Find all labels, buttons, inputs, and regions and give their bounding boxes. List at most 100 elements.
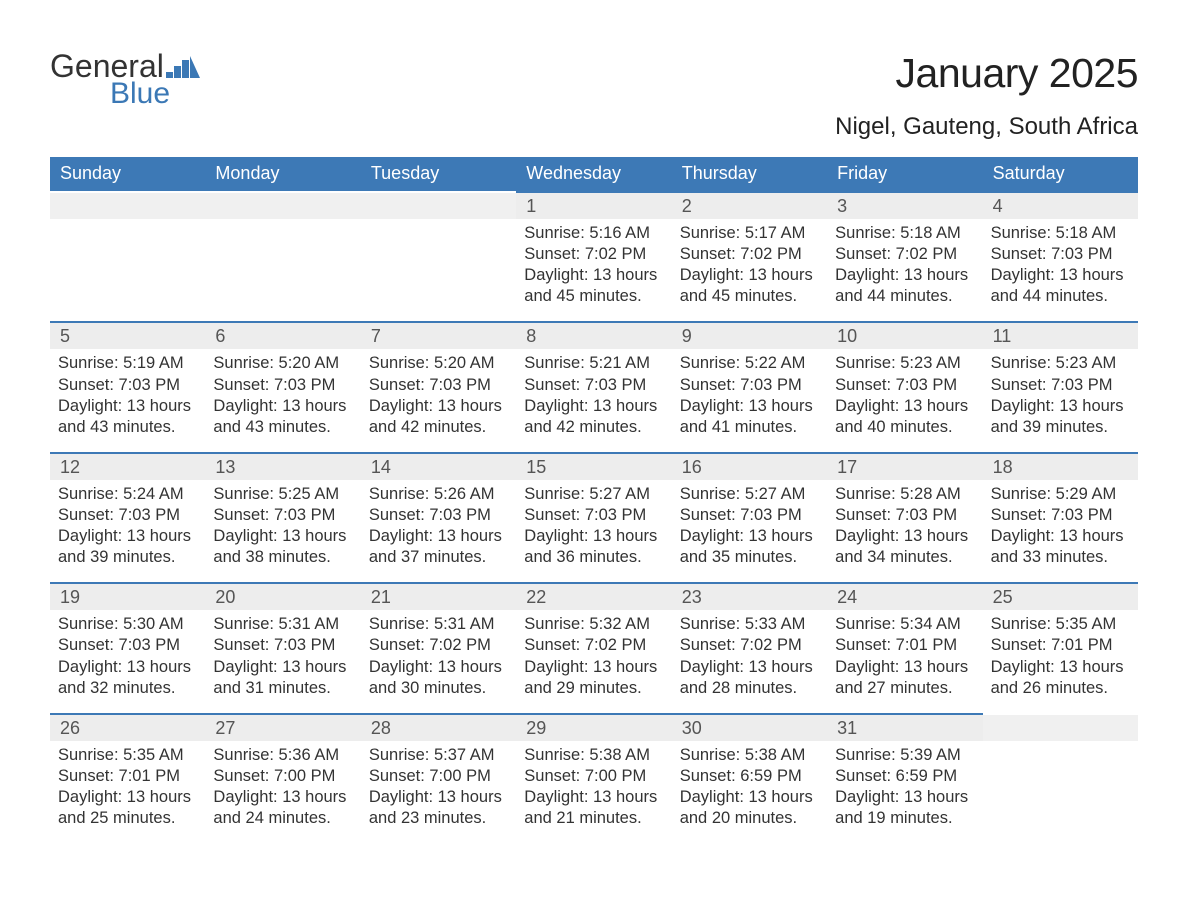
sunrise-line: Sunrise: 5:16 AM [524, 223, 663, 244]
location-subtitle: Nigel, Gauteng, South Africa [835, 113, 1138, 141]
day-number: 24 [827, 582, 982, 610]
day-number: 22 [516, 582, 671, 610]
calendar-cell: 24Sunrise: 5:34 AMSunset: 7:01 PMDayligh… [827, 582, 982, 712]
sunrise-line: Sunrise: 5:19 AM [58, 353, 197, 374]
sunset-line: Sunset: 7:00 PM [369, 766, 508, 787]
day-details: Sunrise: 5:24 AMSunset: 7:03 PMDaylight:… [50, 480, 205, 568]
sunset-line: Sunset: 7:03 PM [991, 244, 1130, 265]
day-details: Sunrise: 5:27 AMSunset: 7:03 PMDaylight:… [516, 480, 671, 568]
day-details: Sunrise: 5:31 AMSunset: 7:03 PMDaylight:… [205, 610, 360, 698]
sunset-line: Sunset: 7:02 PM [524, 244, 663, 265]
sunset-line: Sunset: 7:03 PM [991, 505, 1130, 526]
calendar-cell: 27Sunrise: 5:36 AMSunset: 7:00 PMDayligh… [205, 713, 360, 843]
sunrise-line: Sunrise: 5:20 AM [369, 353, 508, 374]
calendar-cell: 11Sunrise: 5:23 AMSunset: 7:03 PMDayligh… [983, 321, 1138, 451]
daylight-line: Daylight: 13 hours and 20 minutes. [680, 787, 819, 829]
daylight-line: Daylight: 13 hours and 42 minutes. [524, 396, 663, 438]
calendar-cell: 8 Sunrise: 5:21 AMSunset: 7:03 PMDaylight… [516, 321, 671, 451]
calendar-grid: SundayMondayTuesdayWednesdayThursdayFrid… [50, 157, 1138, 843]
day-number: 21 [361, 582, 516, 610]
sunrise-line: Sunrise: 5:24 AM [58, 484, 197, 505]
dow-header: Saturday [983, 157, 1138, 191]
calendar-cell: 3Sunrise: 5:18 AMSunset: 7:02 PMDaylight… [827, 191, 982, 321]
sunrise-line: Sunrise: 5:36 AM [213, 745, 352, 766]
sunset-line: Sunset: 7:03 PM [213, 505, 352, 526]
day-number: 30 [672, 713, 827, 741]
sunset-line: Sunset: 7:02 PM [524, 635, 663, 656]
sunset-line: Sunset: 7:00 PM [213, 766, 352, 787]
sunset-line: Sunset: 7:00 PM [524, 766, 663, 787]
sunrise-line: Sunrise: 5:31 AM [213, 614, 352, 635]
calendar-cell: 23Sunrise: 5:33 AMSunset: 7:02 PMDayligh… [672, 582, 827, 712]
dow-header: Sunday [50, 157, 205, 191]
sunrise-line: Sunrise: 5:18 AM [835, 223, 974, 244]
daylight-line: Daylight: 13 hours and 44 minutes. [991, 265, 1130, 307]
sunset-line: Sunset: 7:01 PM [835, 635, 974, 656]
sunrise-line: Sunrise: 5:20 AM [213, 353, 352, 374]
calendar-cell: 5Sunrise: 5:19 AMSunset: 7:03 PMDaylight… [50, 321, 205, 451]
daylight-line: Daylight: 13 hours and 37 minutes. [369, 526, 508, 568]
daylight-line: Daylight: 13 hours and 33 minutes. [991, 526, 1130, 568]
daylight-line: Daylight: 13 hours and 38 minutes. [213, 526, 352, 568]
sunset-line: Sunset: 7:03 PM [524, 375, 663, 396]
day-details: Sunrise: 5:19 AMSunset: 7:03 PMDaylight:… [50, 349, 205, 437]
day-details: Sunrise: 5:18 AMSunset: 7:03 PMDaylight:… [983, 219, 1138, 307]
calendar-cell: 2Sunrise: 5:17 AMSunset: 7:02 PMDaylight… [672, 191, 827, 321]
sunrise-line: Sunrise: 5:28 AM [835, 484, 974, 505]
day-number: 8 [516, 321, 671, 349]
day-number: 31 [827, 713, 982, 741]
calendar-cell: 19Sunrise: 5:30 AMSunset: 7:03 PMDayligh… [50, 582, 205, 712]
daylight-line: Daylight: 13 hours and 45 minutes. [524, 265, 663, 307]
day-details: Sunrise: 5:32 AMSunset: 7:02 PMDaylight:… [516, 610, 671, 698]
calendar-cell-empty [205, 191, 360, 321]
daylight-line: Daylight: 13 hours and 41 minutes. [680, 396, 819, 438]
calendar-cell: 16Sunrise: 5:27 AMSunset: 7:03 PMDayligh… [672, 452, 827, 582]
day-number: 29 [516, 713, 671, 741]
sunset-line: Sunset: 7:03 PM [680, 375, 819, 396]
dow-header: Thursday [672, 157, 827, 191]
calendar-cell: 14 Sunrise: 5:26 AMSunset: 7:03 PMDayligh… [361, 452, 516, 582]
calendar-cell: 28 Sunrise: 5:37 AMSunset: 7:00 PMDayligh… [361, 713, 516, 843]
sunrise-line: Sunrise: 5:23 AM [835, 353, 974, 374]
sunset-line: Sunset: 7:03 PM [213, 375, 352, 396]
daylight-line: Daylight: 13 hours and 28 minutes. [680, 657, 819, 699]
day-number: 25 [983, 582, 1138, 610]
day-number: 14 [361, 452, 516, 480]
sunrise-line: Sunrise: 5:31 AM [369, 614, 508, 635]
dow-header: Friday [827, 157, 982, 191]
calendar-cell: 26Sunrise: 5:35 AMSunset: 7:01 PMDayligh… [50, 713, 205, 843]
calendar-cell: 18Sunrise: 5:29 AMSunset: 7:03 PMDayligh… [983, 452, 1138, 582]
sunrise-line: Sunrise: 5:37 AM [369, 745, 508, 766]
sunset-line: Sunset: 7:02 PM [680, 635, 819, 656]
sunset-line: Sunset: 7:03 PM [524, 505, 663, 526]
calendar-cell: 9Sunrise: 5:22 AMSunset: 7:03 PMDaylight… [672, 321, 827, 451]
sunrise-line: Sunrise: 5:35 AM [58, 745, 197, 766]
header-region: General Blue January 2025 Nigel, Gauteng… [50, 50, 1138, 155]
daylight-line: Daylight: 13 hours and 32 minutes. [58, 657, 197, 699]
day-details: Sunrise: 5:30 AMSunset: 7:03 PMDaylight:… [50, 610, 205, 698]
sunset-line: Sunset: 7:03 PM [369, 375, 508, 396]
sunset-line: Sunset: 7:03 PM [835, 505, 974, 526]
daylight-line: Daylight: 13 hours and 29 minutes. [524, 657, 663, 699]
daylight-line: Daylight: 13 hours and 23 minutes. [369, 787, 508, 829]
sunset-line: Sunset: 7:03 PM [58, 635, 197, 656]
day-number: 12 [50, 452, 205, 480]
day-number: 16 [672, 452, 827, 480]
day-details: Sunrise: 5:18 AMSunset: 7:02 PMDaylight:… [827, 219, 982, 307]
sunrise-line: Sunrise: 5:21 AM [524, 353, 663, 374]
daylight-line: Daylight: 13 hours and 42 minutes. [369, 396, 508, 438]
sunrise-line: Sunrise: 5:26 AM [369, 484, 508, 505]
day-number: 27 [205, 713, 360, 741]
month-title: January 2025 [835, 50, 1138, 97]
day-number: 7 [361, 321, 516, 349]
day-number: 28 [361, 713, 516, 741]
day-details: Sunrise: 5:22 AMSunset: 7:03 PMDaylight:… [672, 349, 827, 437]
day-details: Sunrise: 5:27 AMSunset: 7:03 PMDaylight:… [672, 480, 827, 568]
sunset-line: Sunset: 7:03 PM [369, 505, 508, 526]
sunrise-line: Sunrise: 5:35 AM [991, 614, 1130, 635]
day-details: Sunrise: 5:35 AMSunset: 7:01 PMDaylight:… [983, 610, 1138, 698]
calendar-cell: 31Sunrise: 5:39 AMSunset: 6:59 PMDayligh… [827, 713, 982, 843]
calendar-cell: 12Sunrise: 5:24 AMSunset: 7:03 PMDayligh… [50, 452, 205, 582]
day-details: Sunrise: 5:38 AMSunset: 6:59 PMDaylight:… [672, 741, 827, 829]
sunrise-line: Sunrise: 5:27 AM [680, 484, 819, 505]
